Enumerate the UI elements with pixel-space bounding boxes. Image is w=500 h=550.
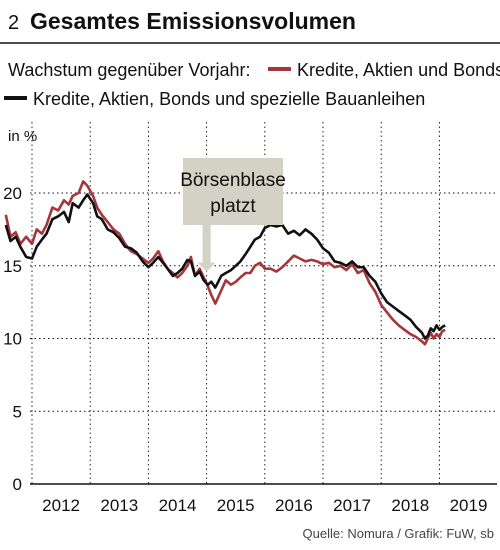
x-tick-label: 2019 xyxy=(450,496,488,515)
figure-number: 2 xyxy=(8,12,19,34)
y-axis-unit-label: in % xyxy=(8,128,37,145)
y-tick-labels: 0 5 10 15 20 xyxy=(3,184,22,494)
callout-arrow xyxy=(197,225,216,272)
x-tick-label: 2012 xyxy=(42,496,80,515)
series-line-black xyxy=(4,193,446,340)
x-tick-label: 2013 xyxy=(100,496,138,515)
annotation-callout: Börsenblase platzt xyxy=(180,158,286,272)
chart-source: Quelle: Nomura / Grafik: FuW, sb xyxy=(303,526,494,541)
callout-line-2: platzt xyxy=(210,196,256,217)
chart-subtitle: Wachstum gegenüber Vorjahr: xyxy=(8,60,250,80)
chart-title: Gesamtes Emissionsvolumen xyxy=(30,8,356,34)
y-tick-label: 20 xyxy=(3,184,22,203)
y-tick-label: 0 xyxy=(13,475,22,494)
legend-label-black: Kredite, Aktien, Bonds und spezielle Bau… xyxy=(33,89,425,109)
x-tick-label: 2016 xyxy=(275,496,313,515)
x-tick-labels: 2012 2013 2014 2015 2016 2017 2018 2019 xyxy=(42,496,487,515)
legend: Kredite, Aktien und Bonds Kredite, Aktie… xyxy=(4,60,500,109)
y-tick-label: 15 xyxy=(3,257,22,276)
series-lines xyxy=(4,180,446,346)
legend-label-red: Kredite, Aktien und Bonds xyxy=(297,60,500,80)
x-tick-label: 2018 xyxy=(391,496,429,515)
series-line-red xyxy=(4,180,446,346)
callout-line-1: Börsenblase xyxy=(180,170,286,191)
x-tick-label: 2015 xyxy=(217,496,255,515)
callout-box xyxy=(183,158,283,225)
x-tick-label: 2014 xyxy=(159,496,197,515)
y-tick-label: 10 xyxy=(3,330,22,349)
y-tick-label: 5 xyxy=(13,402,22,421)
x-tick-label: 2017 xyxy=(333,496,371,515)
